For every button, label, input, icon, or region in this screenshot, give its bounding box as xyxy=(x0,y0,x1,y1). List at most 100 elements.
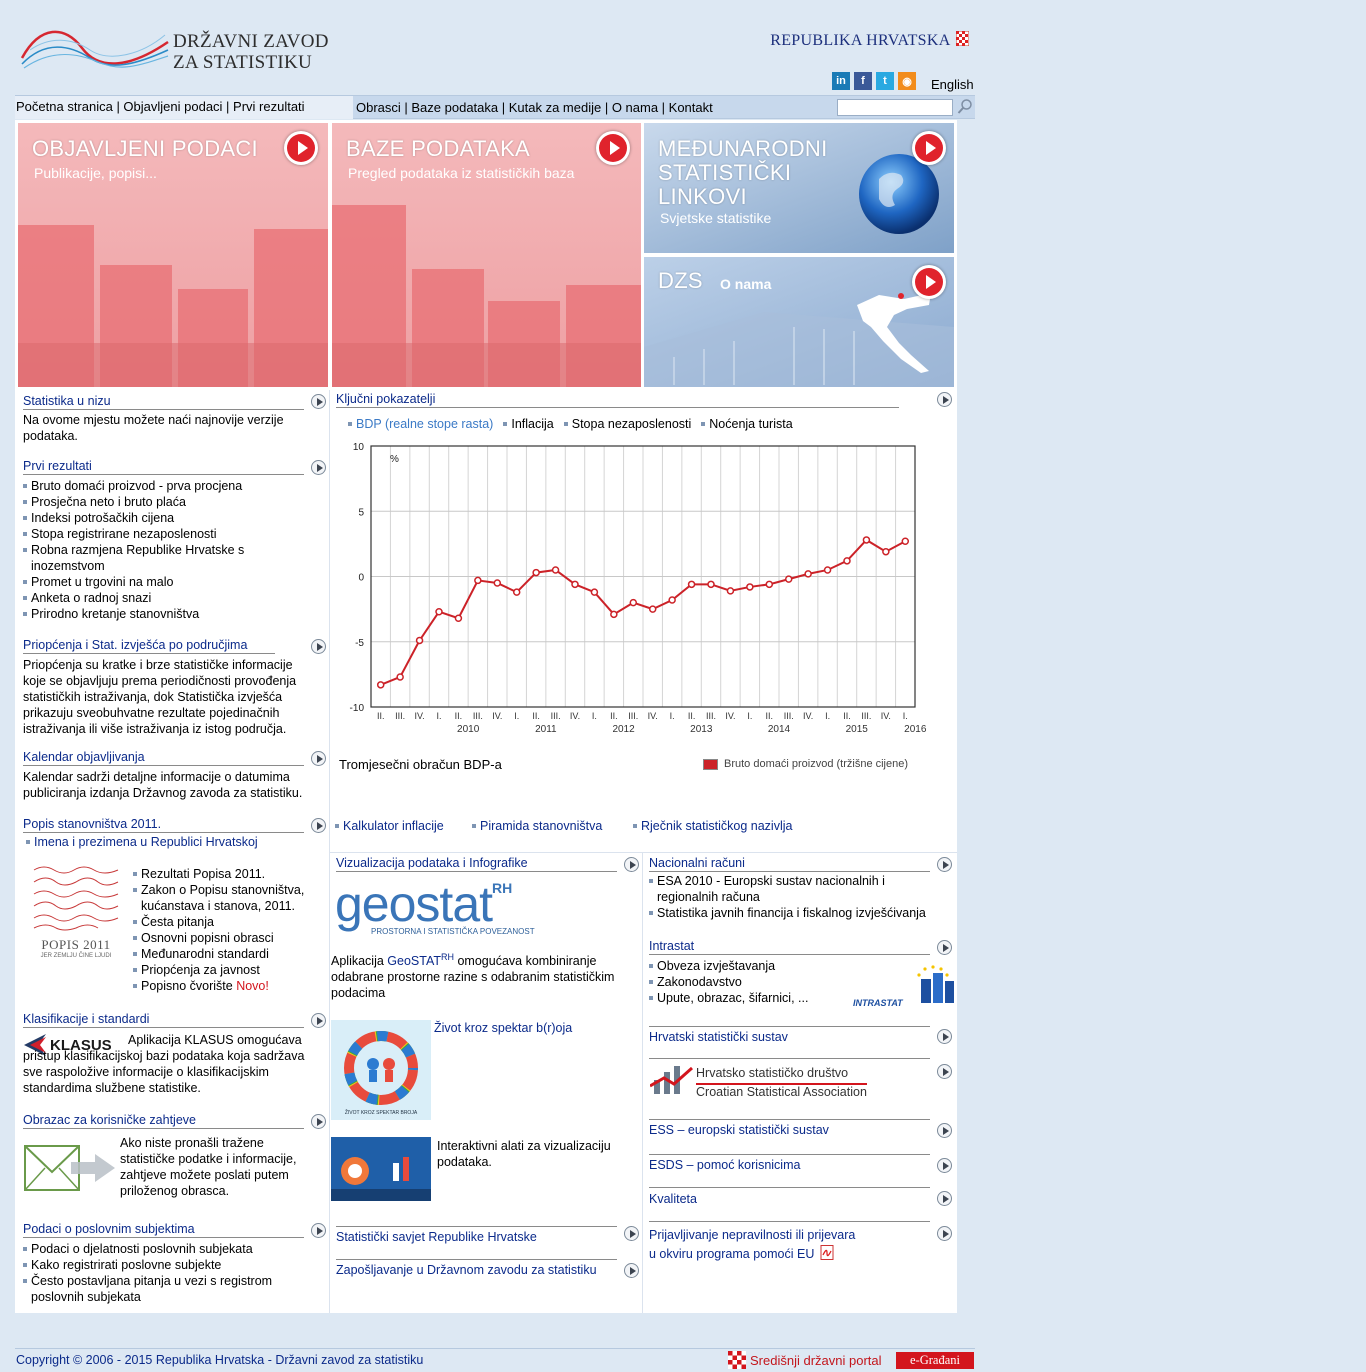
dzs-logo-text[interactable]: DRŽAVNI ZAVOD ZA STATISTIKU xyxy=(173,31,329,73)
list-item[interactable]: Statistika javnih financija i fiskalnog … xyxy=(649,905,949,921)
arrow-icon[interactable] xyxy=(311,1013,326,1028)
link-prijavljivanje[interactable]: Prijavljivanje nepravilnosti ili prijeva… xyxy=(649,1221,930,1264)
list-item[interactable]: Robna razmjena Republike Hrvatske s inoz… xyxy=(23,542,283,574)
arrow-icon[interactable] xyxy=(937,1226,952,1241)
link-ess[interactable]: ESS – europski statistički sustav xyxy=(649,1119,930,1138)
arrow-icon[interactable] xyxy=(311,639,326,654)
section-title-obrazac[interactable]: Obrazac za korisničke zahtjeve xyxy=(23,1113,304,1129)
section-title-popis-2011[interactable]: Popis stanovništva 2011. xyxy=(23,817,304,833)
arrow-icon[interactable] xyxy=(311,394,326,409)
link-zaposljavanje[interactable]: Zapošljavanje u Državnom zavodu za stati… xyxy=(336,1259,617,1278)
popis-2011-logo[interactable]: POPIS 2011 JER ZEMLJU ČINE LJUDI xyxy=(30,862,122,959)
tab-nocenja[interactable]: Noćenja turista xyxy=(701,417,793,431)
tab-bdp[interactable]: BDP (realne stope rasta) xyxy=(348,417,493,431)
play-icon[interactable] xyxy=(912,265,946,299)
arrow-icon[interactable] xyxy=(624,1263,639,1278)
list-item[interactable]: Upute, obrazac, šifarnici, ... xyxy=(649,990,849,1006)
list-item[interactable]: Zakonodavstvo xyxy=(649,974,849,990)
list-item[interactable]: Prosječna neto i bruto plaća xyxy=(23,494,283,510)
klasus-logo[interactable]: KLASUS xyxy=(24,1034,124,1056)
geostat-logo[interactable]: geostatRH PROSTORNA I STATISTIČKA POVEZA… xyxy=(335,877,585,941)
e-gradani-link[interactable]: e-Građani xyxy=(896,1352,974,1369)
arrow-icon[interactable] xyxy=(937,1029,952,1044)
tab-nezaposlenost[interactable]: Stopa nezaposlenosti xyxy=(563,417,691,431)
arrow-icon[interactable] xyxy=(937,392,952,407)
list-item[interactable]: Međunarodni standardi xyxy=(133,946,323,962)
link-statisticki-savjet[interactable]: Statistički savjet Republike Hrvatske xyxy=(336,1226,617,1245)
section-title-vizualizacija[interactable]: Vizualizacija podataka i Infografike xyxy=(336,856,617,872)
arrow-icon[interactable] xyxy=(937,940,952,955)
envelope-icon[interactable] xyxy=(23,1138,117,1198)
rss-icon[interactable]: ◉ xyxy=(898,72,916,90)
geostat-link[interactable]: GeoSTATRH xyxy=(387,952,454,968)
link-kvaliteta[interactable]: Kvaliteta xyxy=(649,1187,930,1207)
list-item[interactable]: Popisno čvorište Novo! xyxy=(133,978,323,994)
section-title-kalendar[interactable]: Kalendar objavljivanja xyxy=(23,750,304,766)
list-item[interactable]: Stopa registrirane nezaposlenosti xyxy=(23,526,283,542)
section-title-prvi-rezultati[interactable]: Prvi rezultati xyxy=(23,459,304,475)
linkedin-icon[interactable]: in xyxy=(832,72,850,90)
sredisnji-portal-link[interactable]: Središnji državni portal xyxy=(728,1351,882,1369)
list-item[interactable]: Kako registrirati poslovne subjekte xyxy=(23,1257,303,1273)
intrastat-logo[interactable]: INTRASTAT xyxy=(853,963,955,1008)
play-icon[interactable] xyxy=(912,131,946,165)
tile-baze-podataka[interactable]: BAZE PODATAKA Pregled podataka iz statis… xyxy=(332,123,641,387)
twitter-icon[interactable]: t xyxy=(876,72,894,90)
list-item[interactable]: Prirodno kretanje stanovništva xyxy=(23,606,283,622)
list-item[interactable]: Anketa o radnoj snazi xyxy=(23,590,283,606)
section-title-intrastat[interactable]: Intrastat xyxy=(649,939,930,955)
list-item[interactable]: Podaci o djelatnosti poslovnih subjekata xyxy=(23,1241,303,1257)
list-item[interactable]: Promet u trgovini na malo xyxy=(23,574,283,590)
tile-dzs-o-nama[interactable]: DZS O nama xyxy=(644,257,954,387)
section-title-klasifikacije[interactable]: Klasifikacije i standardi xyxy=(23,1012,304,1028)
arrow-icon[interactable] xyxy=(624,857,639,872)
arrow-icon[interactable] xyxy=(937,857,952,872)
zivot-spektar-thumbnail[interactable]: ŽIVOT KROZ SPEKTAR BROJA xyxy=(331,1020,431,1120)
arrow-icon[interactable] xyxy=(937,1158,952,1173)
arrow-icon[interactable] xyxy=(311,818,326,833)
list-item[interactable]: ESA 2010 - Europski sustav nacionalnih i… xyxy=(649,873,889,905)
search-icon[interactable] xyxy=(957,98,973,116)
link-esds[interactable]: ESDS – pomoć korisnicima xyxy=(649,1154,930,1173)
nav-secondary[interactable]: Obrasci | Baze podataka | Kutak za medij… xyxy=(356,100,713,115)
link-rjecnik[interactable]: Rječnik statističkog nazivlja xyxy=(633,819,792,833)
list-item[interactable]: Priopćenja za javnost xyxy=(133,962,323,978)
link-hrvatski-statisticki-sustav[interactable]: Hrvatski statistički sustav xyxy=(649,1026,930,1045)
link-kalkulator[interactable]: Kalkulator inflacije xyxy=(335,819,444,833)
english-link[interactable]: English xyxy=(931,77,974,92)
hsd-logo[interactable]: Hrvatsko statističko društvo Croatian St… xyxy=(650,1062,880,1102)
list-item[interactable]: Rezultati Popisa 2011. xyxy=(133,866,323,882)
facebook-icon[interactable]: f xyxy=(854,72,872,90)
republika-hrvatska-link[interactable]: REPUBLIKA HRVATSKA xyxy=(770,30,970,50)
section-title-kljucni-pokazatelji[interactable]: Ključni pokazatelji xyxy=(336,392,899,408)
arrow-icon[interactable] xyxy=(937,1064,952,1079)
play-icon[interactable] xyxy=(284,131,318,165)
nav-primary[interactable]: Početna stranica | Objavljeni podaci | P… xyxy=(15,96,353,119)
arrow-icon[interactable] xyxy=(937,1123,952,1138)
section-title-priopcenja[interactable]: Priopćenja i Stat. izvješća po područjim… xyxy=(23,638,275,654)
tab-inflacija[interactable]: Inflacija xyxy=(503,417,554,431)
arrow-icon[interactable] xyxy=(311,751,326,766)
dzs-logo-icon[interactable] xyxy=(20,20,170,75)
play-icon[interactable] xyxy=(596,131,630,165)
arrow-icon[interactable] xyxy=(311,460,326,475)
tile-medunarodni-linkovi[interactable]: MEĐUNARODNI STATISTIČKI LINKOVI Svjetske… xyxy=(644,123,954,253)
search-input[interactable] xyxy=(837,99,953,116)
list-item[interactable]: Imena i prezimena u Republici Hrvatskoj xyxy=(26,834,306,850)
list-item[interactable]: Osnovni popisni obrasci xyxy=(133,930,323,946)
tile-objavljeni-podaci[interactable]: OBJAVLJENI PODACI Publikacije, popisi... xyxy=(18,123,328,387)
section-title-nacionalni-racuni[interactable]: Nacionalni računi xyxy=(649,856,930,872)
list-item[interactable]: Česta pitanja xyxy=(133,914,323,930)
vizualizacija-alati-thumbnail[interactable] xyxy=(331,1137,431,1201)
arrow-icon[interactable] xyxy=(937,1191,952,1206)
arrow-icon[interactable] xyxy=(311,1114,326,1129)
list-item[interactable]: Zakon o Popisu stanovništva, kućanstava … xyxy=(133,882,323,914)
zivot-spektar-link[interactable]: Život kroz spektar b(r)oja xyxy=(434,1021,573,1035)
arrow-icon[interactable] xyxy=(624,1226,639,1241)
list-item[interactable]: Obveza izvještavanja xyxy=(649,958,849,974)
link-piramida[interactable]: Piramida stanovništva xyxy=(472,819,602,833)
list-item[interactable]: Indeksi potrošačkih cijena xyxy=(23,510,283,526)
section-title-statistika-u-nizu[interactable]: Statistika u nizu xyxy=(23,394,304,410)
list-item[interactable]: Često postavljana pitanja u vezi s regis… xyxy=(23,1273,303,1305)
list-item[interactable]: Bruto domaći proizvod - prva procjena xyxy=(23,478,283,494)
